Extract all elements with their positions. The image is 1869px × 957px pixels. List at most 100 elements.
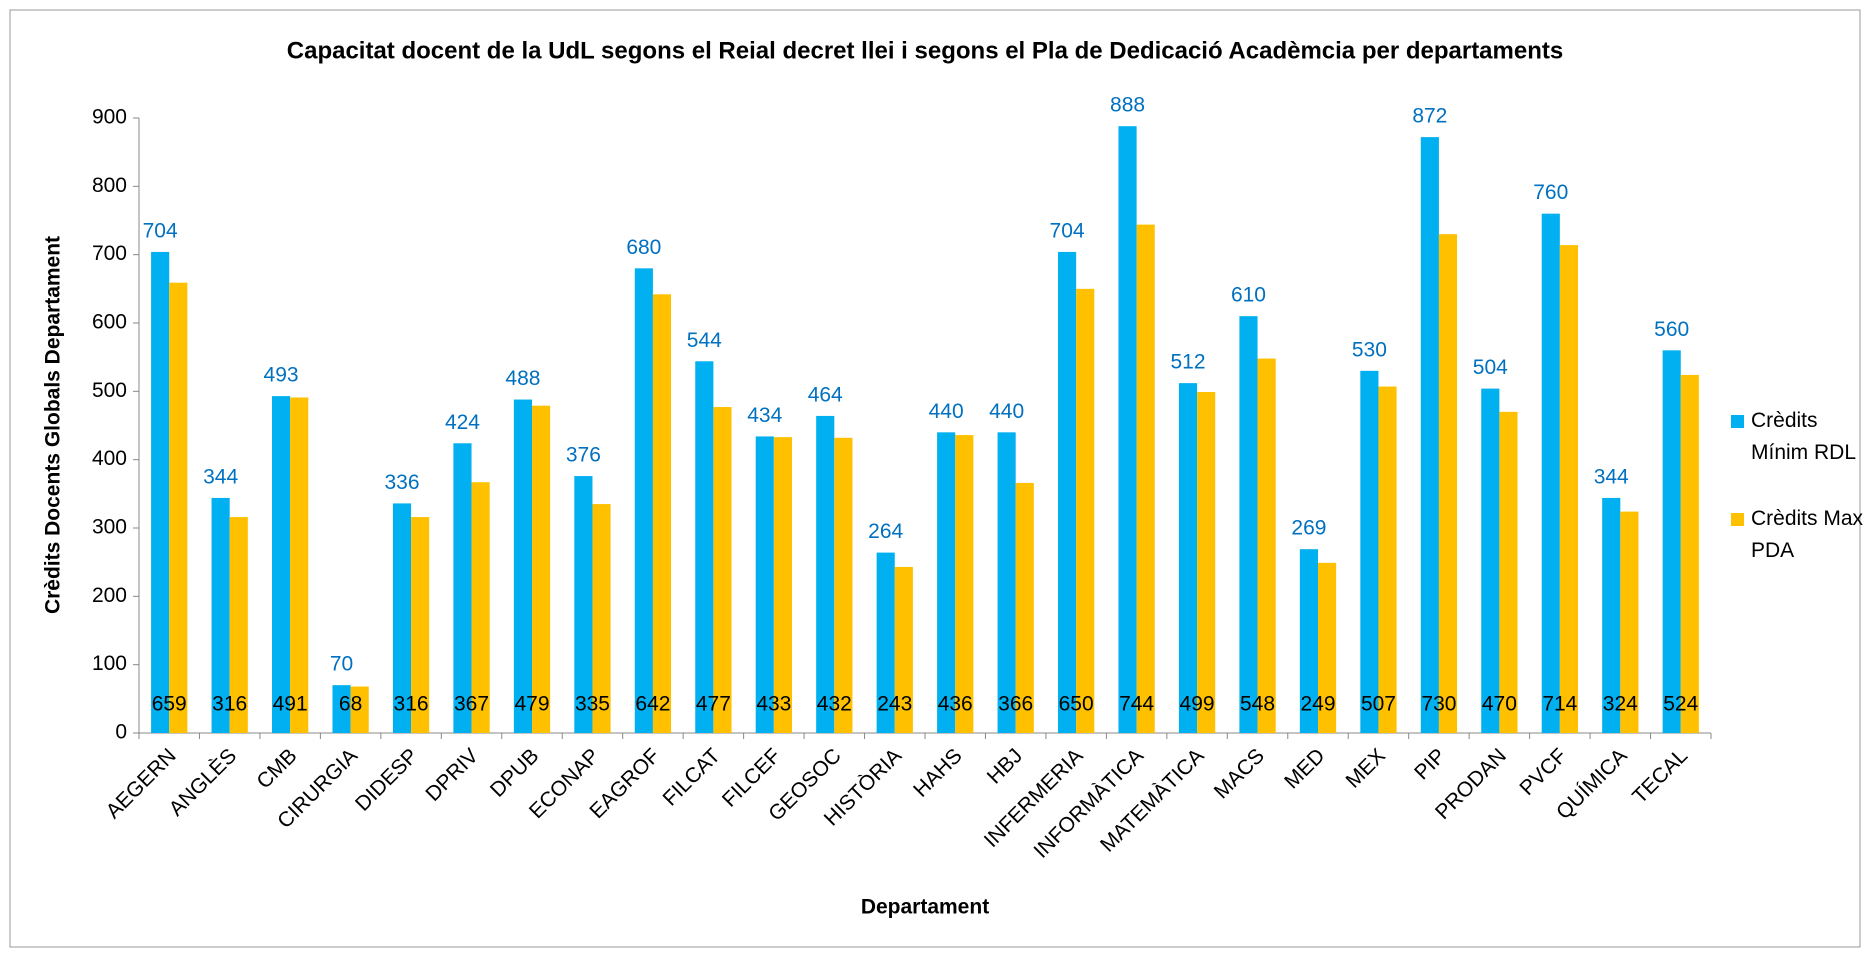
data-label: 872: [1412, 105, 1447, 128]
legend-swatch: [1731, 513, 1744, 526]
data-label: 504: [1473, 356, 1508, 379]
data-label: 68: [339, 693, 362, 716]
data-label: 324: [1603, 693, 1638, 716]
data-label: 436: [938, 693, 973, 716]
bar: [1420, 137, 1439, 734]
data-label: 488: [505, 367, 540, 390]
bar: [1620, 511, 1639, 733]
bar: [1299, 549, 1318, 733]
bar: [1015, 482, 1034, 733]
bar: [453, 443, 472, 733]
bar: [1541, 213, 1560, 733]
data-label: 610: [1231, 284, 1266, 307]
data-label: 650: [1059, 693, 1094, 716]
data-label: 367: [454, 693, 489, 716]
bar: [1662, 350, 1681, 733]
bar: [773, 437, 792, 733]
y-tick-label: 500: [92, 379, 127, 402]
y-axis-title: Crèdits Docents Globals Departament: [42, 236, 65, 614]
data-label: 464: [808, 383, 843, 406]
data-label: 491: [273, 693, 308, 716]
bar: [392, 503, 412, 733]
bar: [1076, 288, 1095, 733]
bar: [513, 399, 532, 733]
y-tick-label: 100: [92, 652, 127, 675]
legend-label: Crèdits Max PDA: [1751, 507, 1864, 562]
bar: [592, 504, 611, 733]
legend-label: Crèdits Mínim RDL: [1751, 409, 1857, 464]
data-label: 344: [203, 465, 238, 488]
bar: [169, 282, 188, 733]
bar: [997, 432, 1016, 733]
bar: [1602, 497, 1621, 733]
bar: [151, 251, 170, 733]
data-label: 316: [394, 693, 429, 716]
data-label: 530: [1352, 338, 1387, 361]
bar: [1058, 251, 1077, 733]
bar: [834, 437, 853, 733]
bar: [955, 435, 974, 733]
data-label: 704: [143, 219, 178, 242]
data-label: 680: [626, 236, 661, 259]
data-label: 249: [1300, 693, 1335, 716]
data-label: 316: [212, 693, 247, 716]
data-label: 336: [384, 471, 419, 494]
y-tick-label: 200: [92, 584, 127, 607]
bar: [1239, 316, 1258, 733]
chart-title: Capacitat docent de la UdL segons el Rei…: [287, 37, 1563, 64]
bar: [411, 517, 430, 733]
data-label: 433: [756, 693, 791, 716]
bar: [713, 407, 732, 733]
data-label: 366: [998, 693, 1033, 716]
data-label: 243: [877, 693, 912, 716]
data-label: 493: [264, 364, 299, 387]
bar: [1378, 386, 1397, 733]
y-tick-label: 700: [92, 242, 127, 265]
bar: [211, 497, 230, 733]
data-label: 704: [1050, 219, 1085, 242]
legend-swatch: [1731, 415, 1744, 428]
data-label: 440: [929, 400, 964, 423]
bar: [1499, 411, 1518, 733]
bar: [1438, 234, 1458, 733]
bar: [755, 436, 774, 733]
data-label: 512: [1170, 351, 1205, 374]
data-label: 544: [687, 329, 722, 352]
data-label: 560: [1654, 318, 1689, 341]
bar: [1136, 224, 1155, 733]
bar: [816, 415, 835, 733]
x-axis-title: Departament: [861, 896, 989, 919]
bar: [229, 517, 248, 733]
data-label: 424: [445, 411, 480, 434]
y-tick-label: 600: [92, 311, 127, 334]
data-label: 479: [514, 693, 549, 716]
data-label: 548: [1240, 693, 1275, 716]
bar: [574, 476, 593, 733]
bar: [634, 268, 653, 733]
bar: [350, 686, 369, 733]
data-label: 524: [1663, 693, 1698, 716]
data-label: 730: [1421, 693, 1456, 716]
bar: [1257, 358, 1276, 733]
y-tick-label: 300: [92, 516, 127, 539]
bar: [332, 685, 351, 733]
data-label: 744: [1119, 693, 1154, 716]
bar: [290, 397, 309, 733]
bar: [1197, 392, 1216, 733]
y-tick-label: 800: [92, 174, 127, 197]
bar: [1318, 562, 1337, 733]
data-label: 714: [1542, 693, 1577, 716]
data-label: 440: [989, 400, 1024, 423]
data-label: 477: [696, 693, 731, 716]
bar: [1680, 374, 1699, 733]
data-label: 888: [1110, 94, 1145, 117]
data-label: 760: [1533, 181, 1568, 204]
data-label: 434: [747, 404, 782, 427]
bar: [532, 405, 551, 733]
bar: [937, 432, 956, 733]
data-label: 642: [635, 693, 670, 716]
y-tick-label: 0: [115, 721, 127, 744]
data-label: 432: [817, 693, 852, 716]
